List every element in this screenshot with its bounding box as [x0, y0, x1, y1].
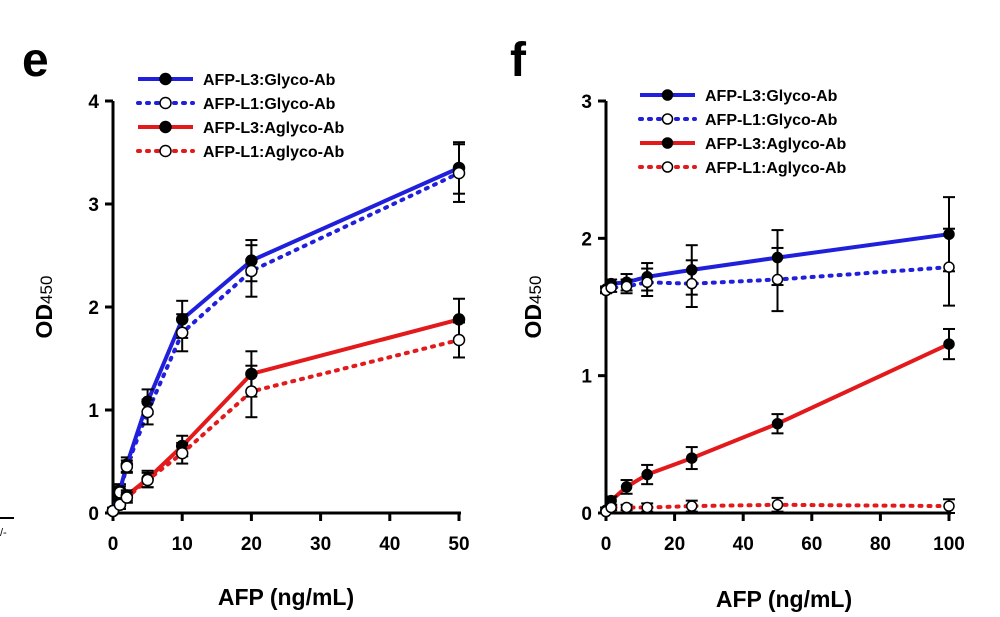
data-point	[641, 468, 653, 481]
x-axis-label: AFP (ng/mL)	[218, 584, 354, 610]
y-tick-label: 1	[88, 401, 99, 422]
legend-entry: AFP-L3:Aglyco-Ab	[203, 120, 345, 137]
y-tick-label: 2	[581, 229, 592, 250]
x-axis-label: AFP (ng/mL)	[716, 586, 852, 612]
data-point	[686, 452, 698, 464]
data-point	[120, 460, 134, 473]
data-point	[452, 333, 466, 347]
panel-f-chart: f 0 1 2 3 0 20 40 60 80 100 AFP (ng/mL) OD450 AFP-L3:…	[510, 34, 965, 612]
data-point	[771, 417, 784, 430]
series-AFP-L3:Aglyco-Ab	[600, 327, 955, 517]
legend-marker	[159, 144, 172, 158]
data-point	[620, 481, 633, 493]
data-point	[686, 500, 698, 512]
legend-marker	[661, 137, 674, 149]
y-tick-label: 0	[88, 504, 99, 525]
data-point	[943, 261, 955, 273]
data-point	[452, 166, 466, 180]
x-tick-label: 20	[664, 534, 685, 555]
series-AFP-L1:Aglyco-Ab	[106, 321, 466, 518]
x-tick-label: 100	[933, 534, 965, 555]
x-tick-label: 10	[172, 534, 193, 555]
legend-entry: AFP-L3:Glyco-Ab	[203, 72, 336, 89]
legend-entry: AFP-L1:Glyco-Ab	[705, 112, 838, 129]
series-AFP-L1:Glyco-Ab	[106, 143, 466, 518]
legend-marker	[661, 89, 674, 101]
y-tick-label: 0	[581, 504, 592, 525]
x-tick-label: 60	[801, 534, 822, 555]
legend-marker	[661, 113, 674, 125]
data-point	[641, 276, 653, 289]
legend-marker	[159, 120, 172, 134]
y-tick-label: 3	[581, 92, 592, 113]
legend-entry: AFP-L1:Aglyco-Ab	[203, 144, 345, 161]
x-tick-label: 30	[310, 534, 331, 555]
x-tick-label: 20	[241, 534, 262, 555]
data-point	[686, 277, 698, 290]
series-line	[111, 166, 460, 512]
data-point	[175, 326, 189, 339]
data-point	[771, 273, 784, 286]
y-axis-label: OD450	[520, 276, 546, 339]
legend-marker	[159, 96, 172, 110]
data-point	[943, 500, 955, 512]
x-tick-label: 80	[870, 534, 891, 555]
data-point	[605, 282, 617, 294]
legend-entry: AFP-L1:Aglyco-Ab	[705, 160, 847, 177]
data-point	[620, 280, 633, 293]
data-point	[245, 385, 258, 398]
series-line	[111, 317, 460, 513]
y-tick-label: 1	[581, 367, 592, 388]
legend-entry: AFP-L3:Glyco-Ab	[705, 88, 838, 105]
series-AFP-L1:Glyco-Ab	[600, 227, 955, 313]
data-point	[771, 499, 784, 511]
data-point	[141, 405, 154, 419]
neighbor-panel-fragment-text: /-	[0, 527, 7, 539]
y-tick-label: 4	[88, 92, 99, 113]
data-point	[120, 491, 134, 504]
legend-marker	[159, 72, 172, 86]
x-tick-label: 0	[601, 534, 612, 555]
legend-entry: AFP-L1:Glyco-Ab	[203, 96, 336, 113]
data-point	[141, 473, 154, 487]
data-point	[620, 501, 633, 514]
series-AFP-L1:Aglyco-Ab	[600, 496, 955, 518]
data-point	[175, 447, 189, 460]
data-point	[641, 501, 653, 514]
x-tick-label: 40	[733, 534, 754, 555]
series-AFP-L3:Glyco-Ab	[106, 141, 466, 518]
y-tick-label: 3	[88, 195, 99, 216]
x-tick-label: 40	[379, 534, 400, 555]
series-AFP-L3:Aglyco-Ab	[106, 297, 466, 518]
data-point	[943, 338, 955, 350]
x-tick-label: 0	[108, 534, 119, 555]
y-axis-label: OD450	[31, 276, 57, 339]
x-tick-label: 50	[448, 534, 469, 555]
legend-marker	[661, 161, 674, 173]
panel-letter: e	[22, 34, 49, 87]
data-point	[245, 264, 258, 278]
legend-entry: AFP-L3:Aglyco-Ab	[705, 136, 847, 153]
data-point	[605, 501, 617, 514]
y-tick-label: 2	[88, 298, 99, 319]
panel-letter: f	[510, 34, 527, 87]
